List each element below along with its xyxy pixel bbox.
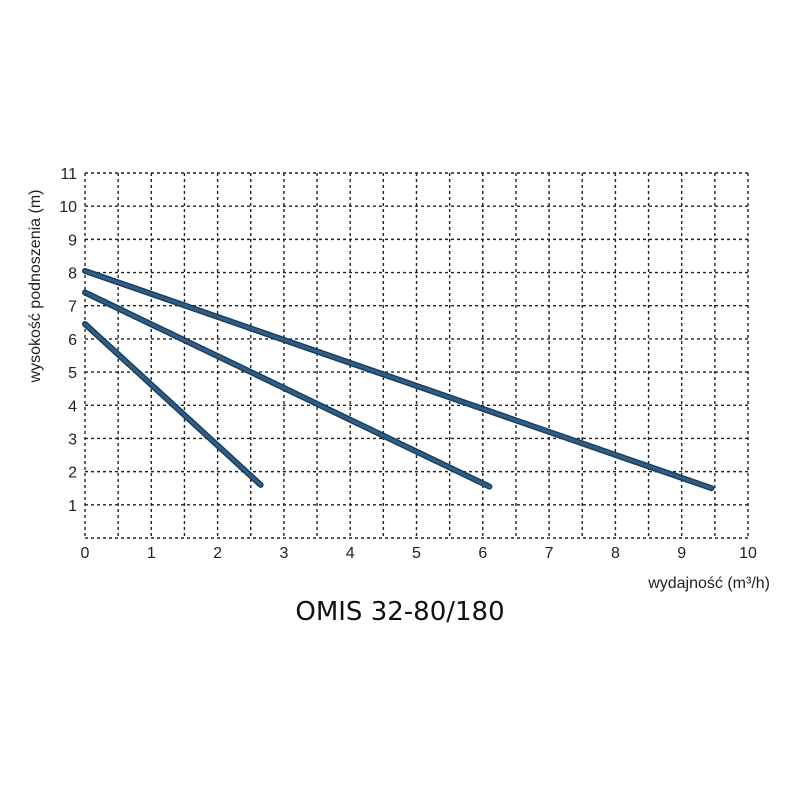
x-tick-label: 10 [739, 545, 757, 562]
x-tick-label: 4 [346, 545, 355, 562]
grid [84, 172, 749, 539]
y-tick-label: 2 [68, 465, 77, 482]
x-tick-label: 5 [412, 545, 421, 562]
y-tick-label: 3 [68, 431, 77, 448]
x-tick-label: 0 [81, 545, 90, 562]
chart-title: OMIS 32-80/180 [295, 597, 504, 627]
x-tick-label: 3 [279, 545, 288, 562]
y-tick-label: 11 [60, 166, 77, 183]
y-tick-label: 6 [68, 332, 77, 349]
x-tick-label: 7 [545, 545, 554, 562]
x-tick-label: 8 [611, 545, 620, 562]
x-tick-label: 2 [213, 545, 222, 562]
pump-curve-2 [83, 291, 491, 489]
y-tick-label: 5 [68, 365, 77, 382]
pump-curves [82, 267, 715, 492]
x-tick-label: 9 [677, 545, 686, 562]
y-tick-label: 7 [68, 299, 77, 316]
pump-curve-1 [83, 269, 713, 490]
y-tick-labels: 1 2 3 4 5 6 7 8 9 10 11 [59, 166, 77, 515]
pump-curve-3 [83, 322, 263, 487]
y-tick-label: 8 [68, 266, 77, 283]
y-tick-label: 10 [59, 199, 77, 216]
x-tick-label: 6 [478, 545, 487, 562]
x-axis-title: wydajność (m³/h) [647, 575, 770, 592]
x-tick-label: 1 [147, 545, 156, 562]
y-tick-label: 4 [68, 398, 77, 415]
y-tick-label: 9 [68, 232, 77, 249]
x-tick-labels: 0 1 2 3 4 5 6 7 8 9 10 [81, 545, 757, 562]
y-axis-title: wysokość podnoszenia (m) [27, 190, 44, 384]
y-tick-label: 1 [68, 498, 77, 515]
